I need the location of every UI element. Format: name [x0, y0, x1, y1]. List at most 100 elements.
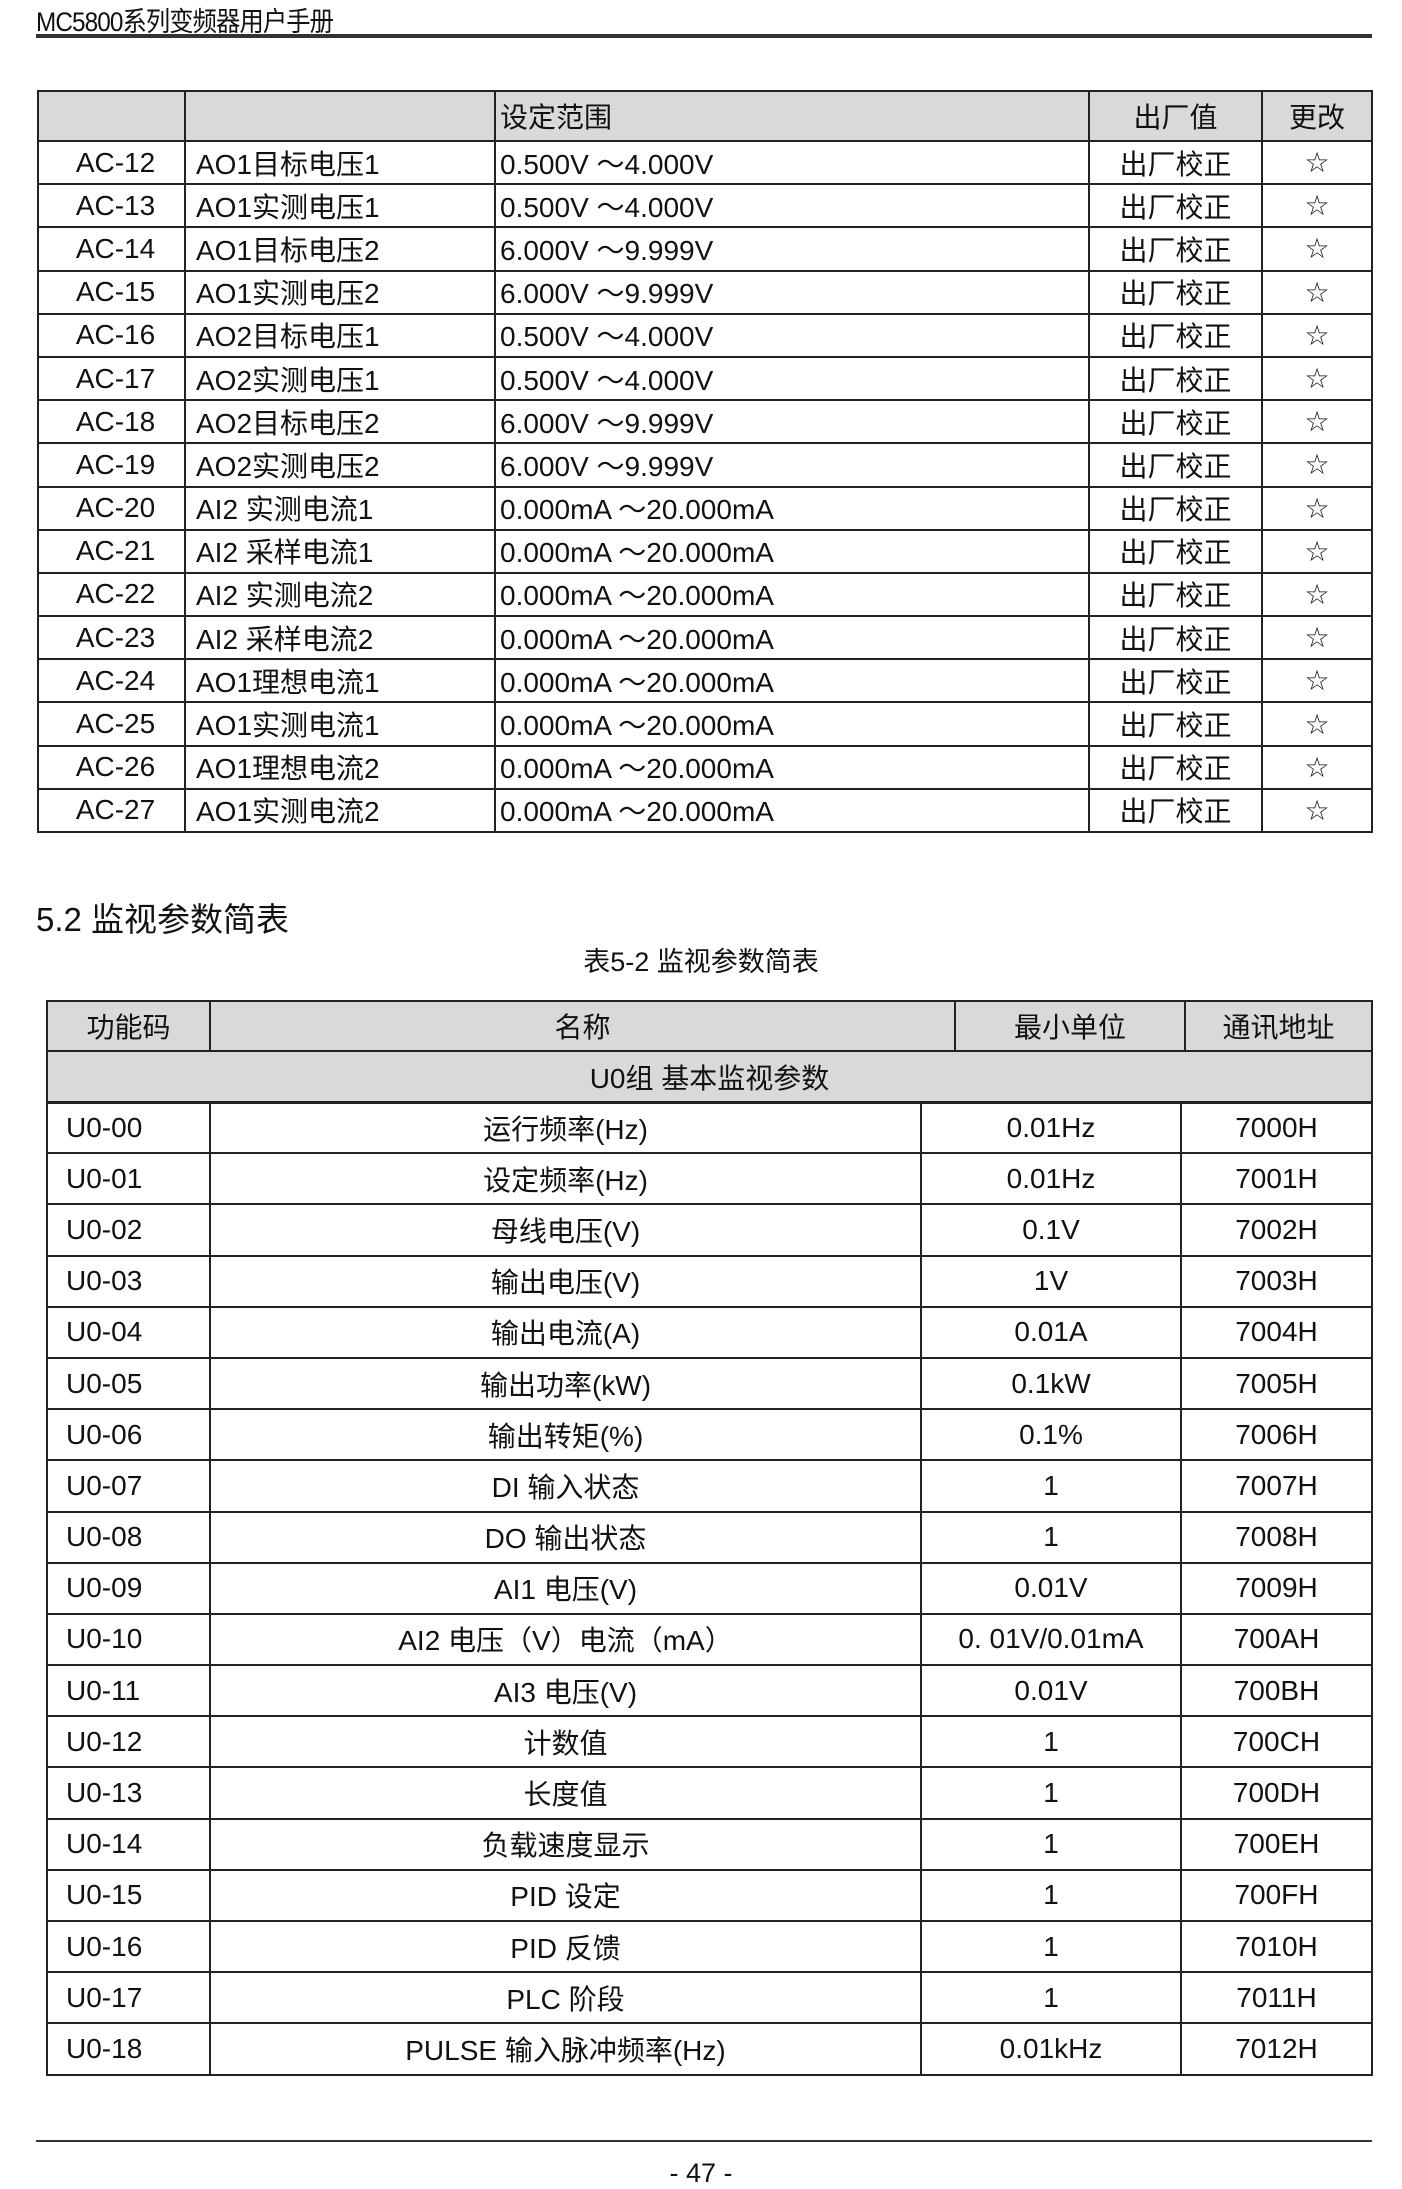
table-row: U0-07 DI 输入状态 1 7007H [46, 1459, 1373, 1513]
modify-flag: ☆ [1261, 658, 1373, 704]
param-name: AO2实测电压2 [184, 442, 496, 488]
function-code: U0-03 [46, 1254, 211, 1308]
modify-flag: ☆ [1261, 226, 1373, 272]
column-header [37, 90, 186, 142]
min-unit: 0.01kHz [920, 2022, 1182, 2076]
function-code: U0-15 [46, 1868, 211, 1923]
function-code: U0-04 [46, 1305, 211, 1359]
default-value: 出厂校正 [1088, 571, 1263, 618]
modify-flag: ☆ [1261, 399, 1373, 445]
table-row: U0-10 AI2 电压（V）电流（mA） 0. 01V/0.01mA 700AH [46, 1612, 1373, 1667]
param-code: AC-18 [37, 399, 186, 445]
table-row: AC-26 AO1理想电流2 0.000mA ～20.000mA 出厂校正 ☆ [37, 744, 1373, 790]
param-name: AO2实测电压1 [184, 355, 496, 402]
param-name: PLC 阶段 [209, 1971, 922, 2025]
min-unit: 0.01A [920, 1305, 1182, 1359]
param-name: AI2 采样电流2 [184, 615, 496, 661]
modify-flag: ☆ [1261, 269, 1373, 315]
setting-range: 6.000V ～9.999V [494, 226, 1090, 272]
column-header: 设定范围 [494, 90, 1090, 142]
param-name: PID 设定 [209, 1868, 922, 1923]
table-row: U0-08 DO 输出状态 1 7008H [46, 1510, 1373, 1564]
param-name: 输出功率(kW) [209, 1356, 922, 1411]
param-code: AC-17 [37, 355, 186, 402]
default-value: 出厂校正 [1088, 183, 1263, 229]
param-name: AI2 采样电流1 [184, 528, 496, 574]
function-code: U0-10 [46, 1612, 211, 1667]
table-row: AC-24 AO1理想电流1 0.000mA ～20.000mA 出厂校正 ☆ [37, 658, 1373, 704]
comm-address: 700EH [1180, 1817, 1373, 1871]
modify-flag: ☆ [1261, 615, 1373, 661]
param-name: AI2 实测电流1 [184, 485, 496, 531]
monitor-parameter-table: U0-00 运行频率(Hz) 0.01Hz 7000H U0-01 设定频率(Hz) 0.0… [46, 1100, 1373, 2076]
param-name: 负载速度显示 [209, 1817, 922, 1871]
comm-address: 700AH [1180, 1612, 1373, 1667]
table-row: AC-25 AO1实测电流1 0.000mA ～20.000mA 出厂校正 ☆ [37, 701, 1373, 747]
table-row: U0-12 计数值 1 700CH [46, 1715, 1373, 1769]
default-value: 出厂校正 [1088, 399, 1263, 445]
comm-address: 7004H [1180, 1305, 1373, 1359]
setting-range: 6.000V ～9.999V [494, 442, 1090, 488]
function-code: U0-09 [46, 1561, 211, 1615]
param-name: 计数值 [209, 1715, 922, 1769]
function-code: U0-13 [46, 1766, 211, 1820]
comm-address: 7002H [1180, 1203, 1373, 1257]
column-header: 通讯地址 [1184, 1000, 1373, 1052]
column-header: 功能码 [46, 1000, 211, 1052]
param-name: AI2 电压（V）电流（mA） [209, 1612, 922, 1667]
setting-range: 0.000mA ～20.000mA [494, 485, 1090, 531]
min-unit: 0.1kW [920, 1356, 1182, 1411]
table-row: AC-14 AO1目标电压2 6.000V ～9.999V 出厂校正 ☆ [37, 226, 1373, 272]
default-value: 出厂校正 [1088, 355, 1263, 402]
param-name: AO1实测电压2 [184, 269, 496, 315]
param-name: AO1实测电流1 [184, 701, 496, 747]
setting-range: 0.000mA ～20.000mA [494, 658, 1090, 704]
comm-address: 7000H [1180, 1100, 1373, 1155]
setting-range: 0.000mA ～20.000mA [494, 571, 1090, 618]
param-code: AC-25 [37, 701, 186, 747]
column-header: 名称 [209, 1000, 956, 1052]
param-code: AC-21 [37, 528, 186, 574]
param-name: PID 反馈 [209, 1919, 922, 1974]
param-name: AO1理想电流2 [184, 744, 496, 790]
modify-flag: ☆ [1261, 312, 1373, 358]
table-row: U0-11 AI3 电压(V) 0.01V 700BH [46, 1664, 1373, 1718]
param-code: AC-19 [37, 442, 186, 488]
min-unit: 1 [920, 1817, 1182, 1871]
page-number: - 47 - [669, 2158, 733, 2188]
table-row: AC-23 AI2 采样电流2 0.000mA ～20.000mA 出厂校正 ☆ [37, 615, 1373, 661]
table-row: AC-27 AO1实测电流2 0.000mA ～20.000mA 出厂校正 ☆ [37, 787, 1373, 834]
table-row: U0-09 AI1 电压(V) 0.01V 7009H [46, 1561, 1373, 1615]
function-code: U0-05 [46, 1356, 211, 1411]
param-name: 母线电压(V) [209, 1203, 922, 1257]
table-row: AC-17 AO2实测电压1 0.500V ～4.000V 出厂校正 ☆ [37, 355, 1373, 402]
table-row: U0-04 输出电流(A) 0.01A 7004H [46, 1305, 1373, 1359]
monitor-table-header: 功能码 名称 最小单位 通讯地址 U0组 基本监视参数 [46, 1000, 1373, 1104]
modify-flag: ☆ [1261, 355, 1373, 402]
table-header-row: 设定范围 出厂值 更改 [37, 90, 1373, 142]
param-code: AC-12 [37, 139, 186, 186]
modify-flag: ☆ [1261, 744, 1373, 790]
function-code: U0-06 [46, 1408, 211, 1462]
setting-range: 0.000mA ～20.000mA [494, 528, 1090, 574]
modify-flag: ☆ [1261, 528, 1373, 574]
function-code: U0-12 [46, 1715, 211, 1769]
min-unit: 0.1% [920, 1408, 1182, 1462]
comm-address: 7008H [1180, 1510, 1373, 1564]
table-row: U0-14 负载速度显示 1 700EH [46, 1817, 1373, 1871]
min-unit: 0.01V [920, 1664, 1182, 1718]
param-name: 输出电压(V) [209, 1254, 922, 1308]
table-row: U0-17 PLC 阶段 1 7011H [46, 1971, 1373, 2025]
min-unit: 1 [920, 1766, 1182, 1820]
min-unit: 1 [920, 1715, 1182, 1769]
table-caption: 表5-2 监视参数简表 [583, 947, 819, 977]
setting-range: 0.500V ～4.000V [494, 183, 1090, 229]
default-value: 出厂校正 [1088, 615, 1263, 661]
default-value: 出厂校正 [1088, 269, 1263, 315]
table-row: U0-01 设定频率(Hz) 0.01Hz 7001H [46, 1152, 1373, 1206]
running-header: MC5800系列变频器用户手册 [36, 7, 334, 37]
comm-address: 7005H [1180, 1356, 1373, 1411]
param-name: DO 输出状态 [209, 1510, 922, 1564]
param-code: AC-16 [37, 312, 186, 358]
setting-range: 0.500V ～4.000V [494, 355, 1090, 402]
